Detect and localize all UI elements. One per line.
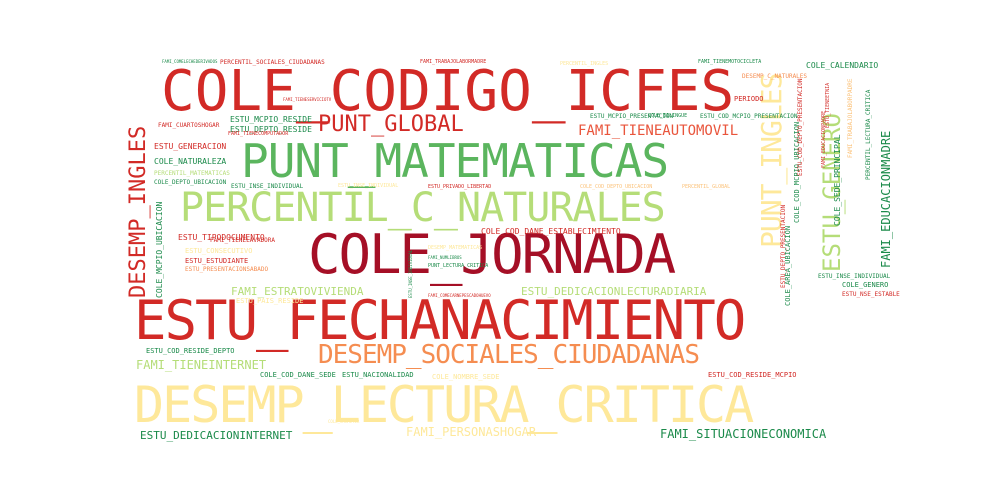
word: FAMI_TIENESERVICIOTV — [283, 97, 332, 102]
word: DESEMP_C_NATURALES — [742, 73, 808, 80]
word: COLE_BILINGUE — [648, 113, 688, 119]
word: ESTU_DEDICACIONLECTURADIARIA — [521, 285, 707, 298]
word: FAMI_TRABAJOLABORPADRE — [847, 78, 854, 158]
word: COLE_COD_DANE_SEDE — [260, 371, 336, 379]
word: COLE_JORNADA — [308, 223, 676, 286]
word: FAMI_ESTRATOVIVIENDA — [231, 285, 364, 298]
word: ESTU_INSE_INDIVIDUAL — [231, 183, 304, 190]
word: PUNT_GLOBAL — [318, 112, 464, 137]
word-cloud: COLE_CODIGO_ICFES PUNT_MATEMATICAS PERCENT… — [128, 58, 900, 448]
word: ESTU_MCPIO_PRESENTACION — [590, 113, 674, 120]
word: ESTU_DEDICACIONINTERNET — [140, 429, 293, 442]
word: ESTU_INSE_INDIVIDUAL — [818, 273, 891, 280]
word: PUNT_LECTURA_CRITICA — [428, 263, 489, 269]
word: ESTU_INSE_INDIVIDUAL — [338, 183, 399, 189]
word: ESTU_DEPTO_PRESENTACION — [780, 204, 787, 288]
word: PERCENTIL_GLOBAL — [682, 184, 731, 190]
word: ESTU_INSE_INDIVIDUAL — [408, 249, 413, 298]
word: ESTU_MCPIO_RESIDE — [230, 115, 312, 124]
word: ESTU_PRESENTACIONSABADO — [185, 266, 269, 273]
word: COLE_NOMBRE_SEDE — [432, 373, 500, 381]
word: ESTU_NACIONALIDAD — [342, 371, 414, 379]
word: COLE_COD_DANE_ESTABLECIMIENTO — [481, 227, 621, 236]
word: FAMI_TIENECOMPUTADOR — [228, 131, 289, 137]
word: FAMI_NUMLIBROS — [428, 255, 462, 260]
word: ESTU_COD_DEPTO_PRESENTACION — [797, 78, 804, 176]
word: COLE_SEDE_PRINCIPAL — [833, 134, 842, 226]
word: PERCENTIL_SOCIALES_CIUDADANAS — [220, 59, 325, 66]
word: ESTU_COD_MCPIO_PRESENTACION — [700, 113, 798, 120]
word: ESTU_COD_RESIDE_MCPIO — [708, 371, 797, 379]
word: FAMI_TIENEINTERNET — [136, 358, 267, 372]
word: COLE_DEPTO_UBICACION — [154, 179, 227, 186]
word: COLE_COD_DEPTO_UBICACION — [580, 184, 653, 190]
word: ESTU_ESTUDIANTE — [185, 257, 249, 265]
word: PERCENTIL_MATEMATICAS — [154, 170, 230, 177]
word: FAMI_TRABAJOLABORMADRE — [420, 59, 487, 65]
word: ESTU_PRIVADO_LIBERTAD — [428, 184, 492, 190]
word: ESTU_TIPODOCUMENTO — [178, 233, 265, 242]
word: PERCENTIL_LECTURA_CRITICA — [865, 89, 872, 180]
word: DESEMP_SOCIALES_CIUDADANAS — [318, 340, 700, 370]
word: ESTU_CONSECUTIVO — [185, 247, 253, 255]
word: ESTU_DEPTO_RESIDE — [230, 125, 312, 134]
word: PERCENTIL_C_NATURALES — [180, 185, 666, 231]
word: PUNT_MATEMATICAS — [241, 134, 669, 188]
word: COLE_MCPIO_UBICACION — [155, 201, 164, 298]
word: COLE_NATURALEZA — [154, 157, 227, 166]
word: DESEMP_INGLES — [128, 125, 151, 298]
word: ESTU_PAIS_RESIDE — [236, 297, 304, 305]
word: FAMI_EDUCACIONMADRE — [879, 130, 893, 268]
word: FAMI_COMECARNEPESCADOHUEVO — [428, 293, 491, 298]
word: DESEMP_LECTURA_CRITICA — [134, 376, 754, 434]
word: ESTU_NSE_ESTABLECIMIENTO — [842, 291, 900, 298]
word: ESTU_COD_RESIDE_DEPTO — [146, 347, 235, 355]
word: FAMI_SITUACIONECONOMICA — [660, 427, 827, 441]
word: COLE_CARACTER — [328, 419, 360, 424]
word: FAMI_EDUCACIONPADRE — [821, 110, 827, 168]
word: DESEMP_MATEMATICAS — [428, 245, 483, 251]
word: ESTU_GENERACION — [154, 142, 227, 151]
word: COLE_GENERO — [842, 281, 889, 289]
word: FAMI_TIENELAVADORA — [210, 237, 276, 244]
word: FAMI_CUARTOSHOGAR — [158, 122, 220, 129]
word: COLE_CODIGO_ICFES — [161, 59, 735, 124]
word: FAMI_TIENEMOTOCICLETA — [698, 59, 762, 65]
word: FAMI_TIENEAUTOMOVIL — [578, 123, 739, 139]
word: PERCENTIL_INGLES — [560, 61, 609, 67]
word: COLE_CALENDARIO — [806, 61, 879, 70]
word: FAMI_PERSONASHOGAR — [406, 425, 537, 439]
word: ESTU_FECHANACIMIENTO — [134, 289, 746, 352]
word: PERIODO — [734, 95, 764, 103]
word: FAMI_COMELECHEDERIVADOS — [162, 59, 218, 64]
